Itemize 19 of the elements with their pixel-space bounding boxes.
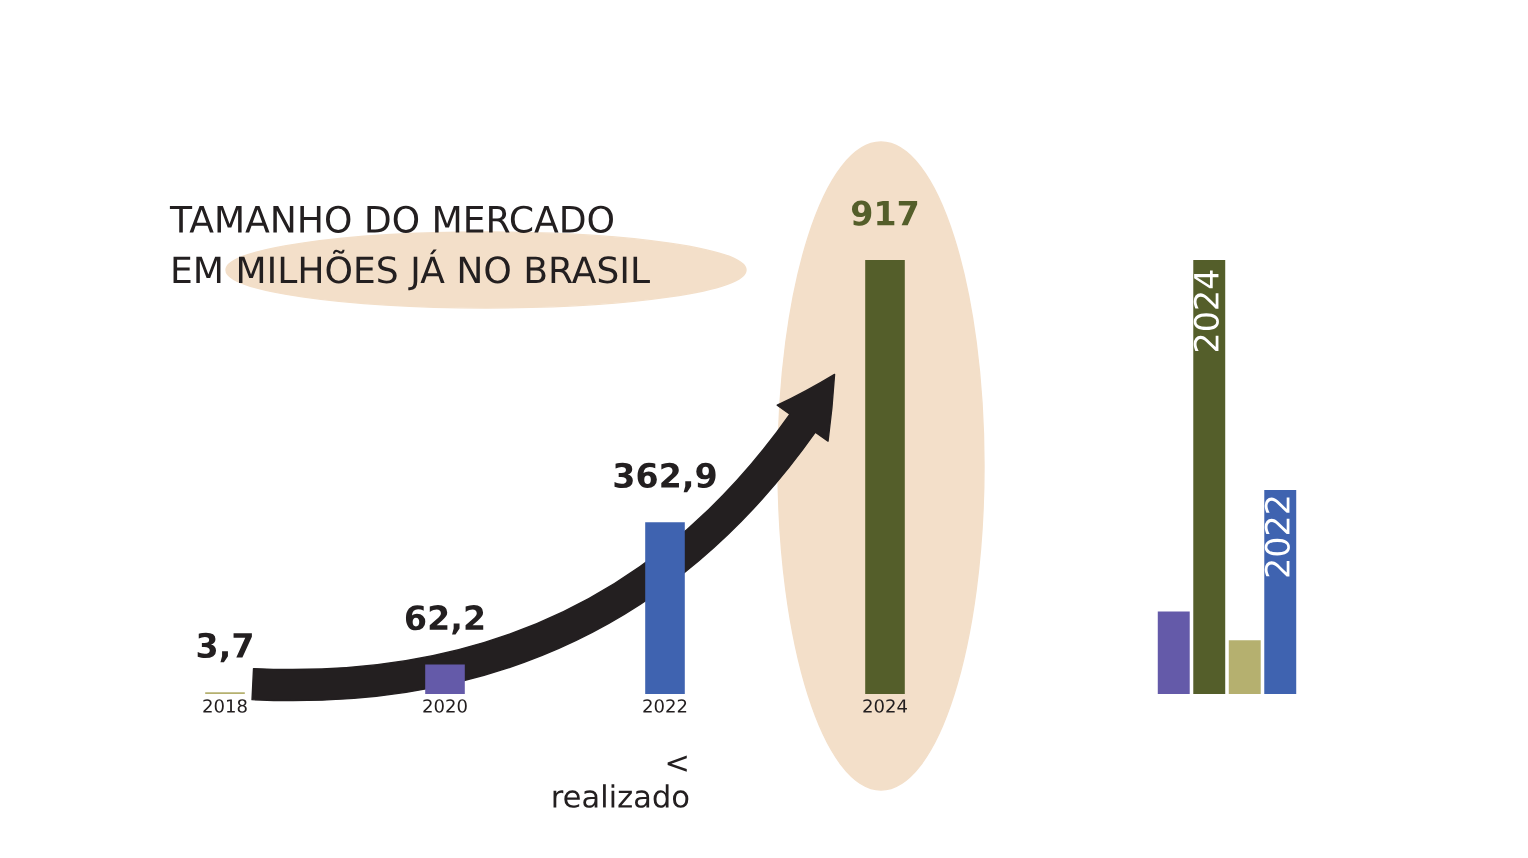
data-label: 3,7 <box>197 632 252 663</box>
annotation: 2024 <box>1193 270 1219 352</box>
chart-title: TAMANHO DO MERCADO EM MILHÕES JÁ NO BRASIL <box>169 205 650 291</box>
x-tick-label: 2020 <box>423 699 467 713</box>
bar <box>1157 611 1190 694</box>
text: < realizado <box>553 755 689 808</box>
bar <box>1264 490 1297 694</box>
x-tick-label: 2018 <box>203 699 247 713</box>
x-tick-label: 2022 <box>643 699 687 713</box>
bar <box>1228 640 1261 694</box>
bar <box>425 664 465 694</box>
data-label: 362,9 <box>614 462 716 493</box>
bar <box>865 260 905 694</box>
data-label: 917 <box>851 200 918 226</box>
bar <box>645 522 685 694</box>
x-tick-label: 2024 <box>863 699 907 713</box>
data-label: 62,2 <box>405 605 484 635</box>
annotation: 2022 <box>1264 497 1290 577</box>
bar <box>1193 260 1226 694</box>
